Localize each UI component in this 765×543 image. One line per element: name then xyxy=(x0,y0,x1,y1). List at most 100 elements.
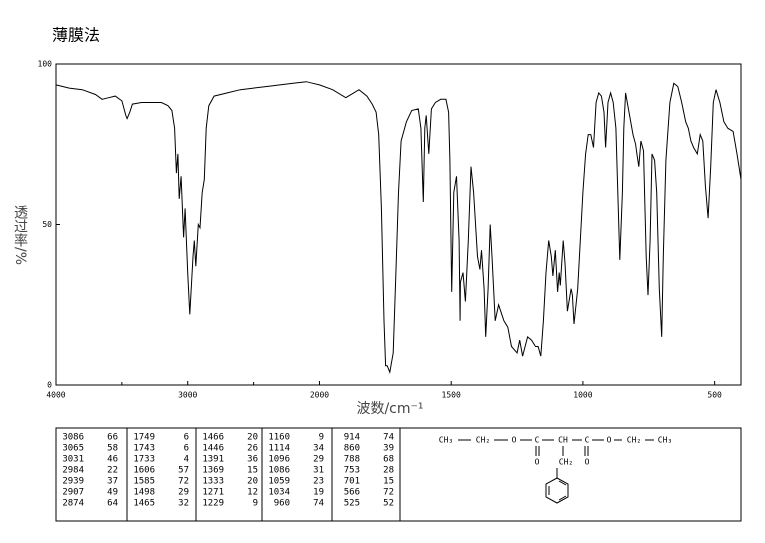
peak-wavenumber: 1034 xyxy=(268,488,290,498)
peak-transmittance: 74 xyxy=(383,433,394,443)
peak-transmittance: 34 xyxy=(313,444,324,454)
structure-group: CH₂ xyxy=(476,436,490,445)
peak-transmittance: 9 xyxy=(319,433,324,443)
peak-transmittance: 4 xyxy=(184,455,189,465)
peak-wavenumber: 3031 xyxy=(62,455,84,465)
structure-branch: CH₂ xyxy=(559,458,573,467)
peak-wavenumber: 2984 xyxy=(62,466,84,476)
peak-wavenumber: 3086 xyxy=(62,433,84,443)
x-tick-label: 4000 xyxy=(46,391,65,400)
peak-transmittance: 28 xyxy=(383,466,394,476)
peak-transmittance: 12 xyxy=(247,488,258,498)
peak-wavenumber: 1733 xyxy=(133,455,155,465)
y-tick-label: 100 xyxy=(38,60,53,69)
peak-transmittance: 6 xyxy=(184,433,189,443)
peak-wavenumber: 566 xyxy=(344,488,360,498)
peak-wavenumber: 1096 xyxy=(268,455,290,465)
peak-transmittance: 46 xyxy=(107,455,118,465)
peak-wavenumber: 1391 xyxy=(202,455,224,465)
peak-transmittance: 58 xyxy=(107,444,118,454)
structure-oxygen: O xyxy=(585,458,590,467)
structure-group: C xyxy=(535,436,540,445)
peak-transmittance: 9 xyxy=(253,499,258,509)
structure-group: CH xyxy=(558,436,568,445)
structure-group: CH₃ xyxy=(658,436,672,445)
x-tick-label: 2000 xyxy=(310,391,329,400)
peak-wavenumber: 1465 xyxy=(133,499,155,509)
peak-wavenumber: 1086 xyxy=(268,466,290,476)
structure-group: O xyxy=(512,436,517,445)
x-tick-label: 1000 xyxy=(573,391,592,400)
peak-wavenumber: 1749 xyxy=(133,433,155,443)
structure-group: C xyxy=(585,436,590,445)
peak-wavenumber: 1229 xyxy=(202,499,224,509)
peak-wavenumber: 1466 xyxy=(202,433,224,443)
peak-transmittance: 15 xyxy=(383,477,394,487)
peak-transmittance: 19 xyxy=(313,488,324,498)
table-separators xyxy=(126,428,401,521)
peak-transmittance: 20 xyxy=(247,433,258,443)
peak-transmittance: 32 xyxy=(178,499,189,509)
peak-wavenumber: 701 xyxy=(344,477,360,487)
peak-wavenumber: 1369 xyxy=(202,466,224,476)
peak-wavenumber: 1585 xyxy=(133,477,155,487)
peak-transmittance: 64 xyxy=(107,499,118,509)
peak-wavenumber: 914 xyxy=(344,433,360,443)
peak-wavenumber: 1446 xyxy=(202,444,224,454)
peak-transmittance: 26 xyxy=(247,444,258,454)
x-tick-label: 500 xyxy=(707,391,722,400)
peak-wavenumber: 1271 xyxy=(202,488,224,498)
peak-wavenumber: 2939 xyxy=(62,477,84,487)
peak-wavenumber: 2874 xyxy=(62,499,84,509)
peak-transmittance: 15 xyxy=(247,466,258,476)
structure-group: CH₃ xyxy=(439,436,453,445)
peak-wavenumber: 1606 xyxy=(133,466,155,476)
peak-transmittance: 72 xyxy=(383,488,394,498)
structure-group: O xyxy=(607,436,612,445)
peak-wavenumber: 960 xyxy=(274,499,290,509)
peak-wavenumber: 1743 xyxy=(133,444,155,454)
peak-transmittance: 20 xyxy=(247,477,258,487)
peak-wavenumber: 1333 xyxy=(202,477,224,487)
y-axis-label: 透过率/% xyxy=(12,205,28,265)
x-tick-label: 3000 xyxy=(178,391,197,400)
peak-transmittance: 37 xyxy=(107,477,118,487)
peak-wavenumber: 525 xyxy=(344,499,360,509)
peak-wavenumber: 788 xyxy=(344,455,360,465)
x-tick-label: 1500 xyxy=(442,391,461,400)
peak-transmittance: 39 xyxy=(383,444,394,454)
chart-title: 薄膜法 xyxy=(52,26,100,45)
peak-transmittance: 74 xyxy=(313,499,324,509)
spectrum-line xyxy=(55,81,742,375)
peak-wavenumber: 1160 xyxy=(268,433,290,443)
peak-wavenumber: 860 xyxy=(344,444,360,454)
structure-bonds xyxy=(458,439,654,504)
peak-wavenumber: 1114 xyxy=(268,444,290,454)
peak-transmittance: 49 xyxy=(107,488,118,498)
peak-transmittance: 66 xyxy=(107,433,118,443)
x-axis-label: 波数/cm⁻¹ xyxy=(356,401,423,417)
y-tick-label: 50 xyxy=(42,220,52,229)
y-tick-label: 0 xyxy=(47,381,52,390)
plot-frame xyxy=(55,63,742,386)
peak-wavenumber: 2907 xyxy=(62,488,84,498)
peak-wavenumber: 3065 xyxy=(62,444,84,454)
peak-transmittance: 68 xyxy=(383,455,394,465)
peak-transmittance: 57 xyxy=(178,466,189,476)
structure-group: CH₂ xyxy=(627,436,641,445)
peak-transmittance: 6 xyxy=(184,444,189,454)
peak-wavenumber: 1059 xyxy=(268,477,290,487)
peak-transmittance: 29 xyxy=(313,455,324,465)
peak-transmittance: 36 xyxy=(247,455,258,465)
peak-transmittance: 72 xyxy=(178,477,189,487)
peak-transmittance: 29 xyxy=(178,488,189,498)
table-frame xyxy=(55,427,742,522)
peak-transmittance: 31 xyxy=(313,466,324,476)
structure-oxygen: O xyxy=(535,458,540,467)
peak-wavenumber: 1498 xyxy=(133,488,155,498)
peak-transmittance: 22 xyxy=(107,466,118,476)
peak-wavenumber: 753 xyxy=(344,466,360,476)
peak-transmittance: 52 xyxy=(383,499,394,509)
peak-transmittance: 23 xyxy=(313,477,324,487)
